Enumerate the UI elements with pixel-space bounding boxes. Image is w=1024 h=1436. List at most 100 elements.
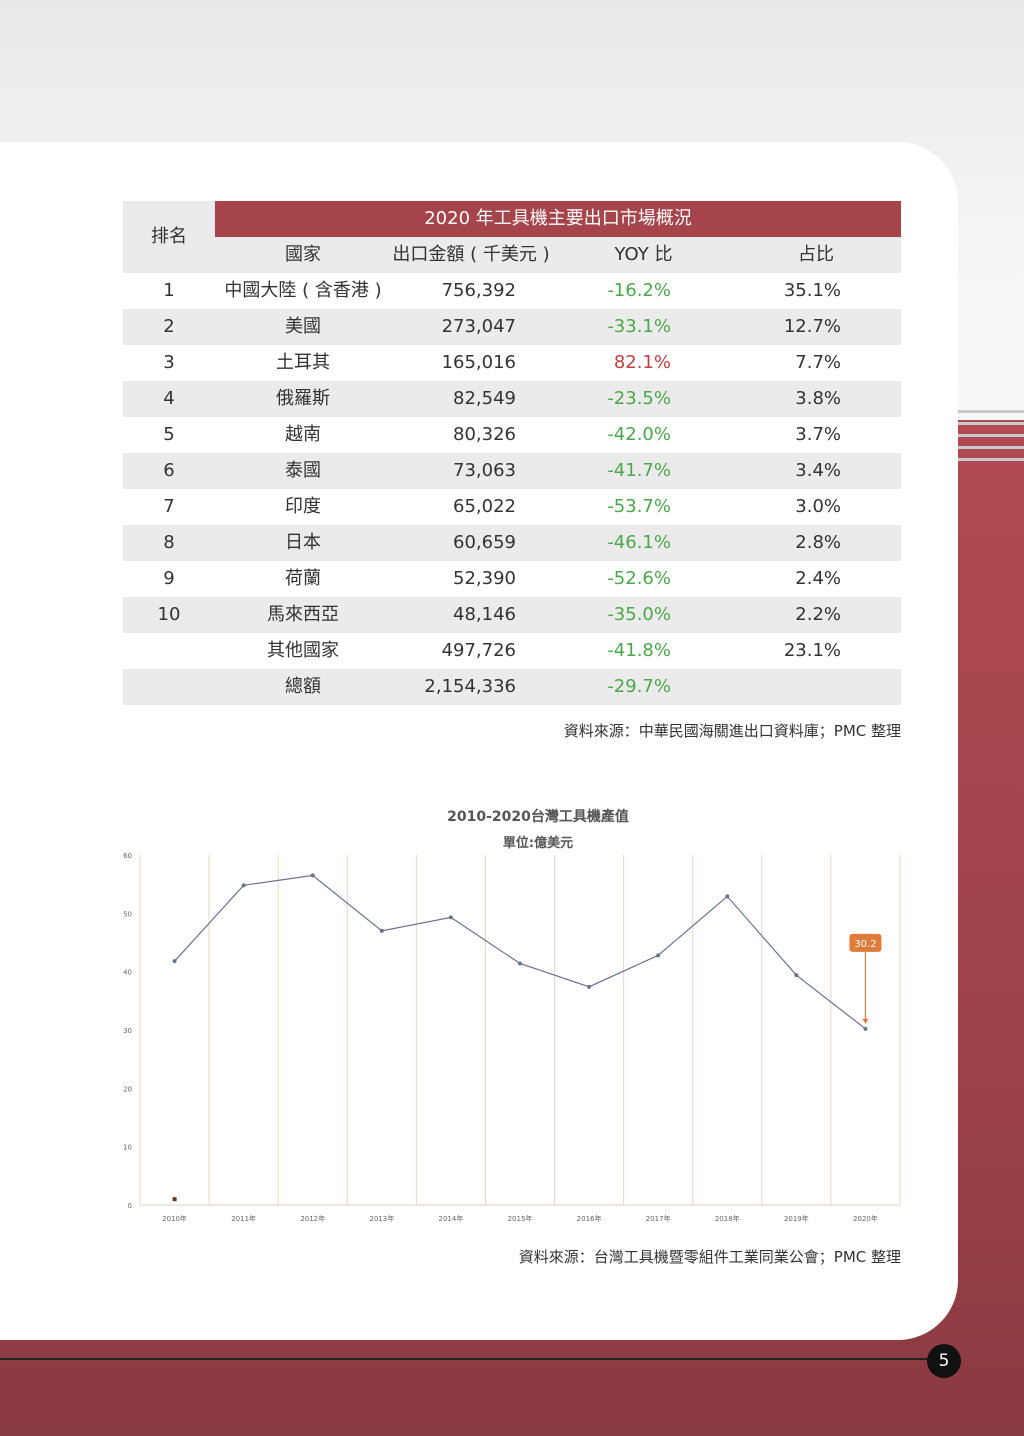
table-row: 10 馬來西亞 48,146 -35.0% 2.2% (123, 597, 901, 633)
cell-amount: 48,146 (453, 604, 516, 625)
chart-subtitle: 單位:億美元 (502, 836, 574, 851)
cell-amount: 52,390 (453, 568, 516, 589)
data-point (518, 961, 522, 966)
data-point (656, 953, 661, 958)
cell-yoy: -23.5% (607, 388, 671, 409)
table-row: 2 美國 273,047 -33.1% 12.7% (123, 309, 901, 345)
data-point (379, 928, 384, 933)
cell-rank (123, 669, 215, 705)
header-rank: 排名 (151, 226, 187, 247)
x-tick-label: 2017年 (646, 1214, 671, 1223)
data-point (241, 883, 246, 888)
chart-title: 2010-2020台灣工具機產值 (447, 809, 629, 825)
x-tick-label: 2010年 (162, 1214, 187, 1223)
table-row: 6 泰國 73,063 -41.7% 3.4% (123, 453, 901, 489)
cell-country: 越南 (285, 424, 321, 445)
cell-rank: 6 (163, 460, 175, 481)
chart-source: 資料來源：台灣工具機暨零組件工業同業公會；PMC 整理 (518, 1248, 901, 1266)
cell-yoy: 82.1% (613, 352, 671, 373)
cell-amount: 497,726 (441, 640, 516, 661)
data-point (794, 973, 799, 978)
cell-rank: 9 (163, 568, 175, 589)
cell-rank: 2 (163, 316, 175, 337)
cell-amount: 60,659 (453, 532, 516, 553)
cell-share: 7.7% (795, 352, 841, 373)
cell-rank: 7 (163, 496, 175, 517)
cell-country: 馬來西亞 (267, 604, 339, 625)
table-row: 9 荷蘭 52,390 -52.6% 2.4% (123, 561, 901, 597)
y-tick-label: 10 (123, 1144, 132, 1152)
x-tick-label: 2020年 (853, 1214, 878, 1223)
cell-country: 荷蘭 (285, 568, 321, 589)
callout-box (849, 933, 882, 952)
cell-share (671, 669, 841, 705)
data-point (587, 984, 592, 989)
x-tick-label: 2013年 (369, 1214, 394, 1223)
x-tick-label: 2014年 (438, 1214, 463, 1223)
x-tick-label: 2012年 (300, 1214, 325, 1223)
cell-amount: 80,326 (453, 424, 516, 445)
cell-country: 其他國家 (267, 640, 339, 661)
cell-rank: 1 (163, 280, 175, 301)
cell-amount: 73,063 (453, 460, 516, 481)
table-row: 其他國家 497,726 -41.8% 23.1% (123, 633, 901, 669)
cell-share: 3.8% (795, 388, 841, 409)
cell-rank: 8 (163, 532, 175, 553)
cell-country: 土耳其 (276, 352, 330, 373)
data-point (172, 959, 177, 964)
cell-share: 2.2% (795, 604, 841, 625)
cell-amount: 2,154,336 (424, 676, 516, 697)
cell-amount: 756,392 (441, 280, 516, 301)
cell-amount: 165,016 (441, 352, 516, 373)
table-source: 資料來源：中華民國海關進出口資料庫；PMC 整理 (563, 722, 901, 740)
table-row: 1 中國大陸 ( 含香港 ) 756,392 -16.2% 35.1% (123, 273, 901, 309)
cell-share: 23.1% (783, 640, 841, 661)
table-row: 8 日本 60,659 -46.1% 2.8% (123, 525, 901, 561)
cell-yoy: -46.1% (607, 532, 671, 553)
table-body: 1 中國大陸 ( 含香港 ) 756,392 -16.2% 35.1% 2 美國 273,04… (123, 273, 901, 705)
cell-country: 日本 (285, 532, 321, 553)
cell-share: 2.4% (795, 568, 841, 589)
cell-yoy: -16.2% (607, 280, 671, 301)
production-line-chart: 0 10 20 30 40 50 60 2010年 2011年 2012年 2013年 2014年 20… (123, 852, 901, 1223)
data-point (310, 873, 315, 878)
cell-rank: 5 (163, 424, 175, 445)
x-tick-label: 2016年 (577, 1214, 602, 1223)
cell-yoy: -52.6% (607, 568, 671, 589)
cell-country: 印度 (285, 496, 321, 517)
cell-share: 2.8% (795, 532, 841, 553)
callout-label: 30.2 (854, 939, 876, 950)
cell-share: 3.4% (795, 460, 841, 481)
y-tick-label: 60 (123, 852, 132, 860)
x-tick-label: 2019年 (784, 1214, 809, 1223)
callout-arrow-head (862, 1018, 869, 1024)
cell-share: 12.7% (783, 316, 841, 337)
y-tick-label: 40 (123, 969, 132, 977)
y-tick-label: 30 (123, 1027, 132, 1035)
table-row: 7 印度 65,022 -53.7% 3.0% (123, 489, 901, 525)
cell-rank (123, 633, 215, 669)
table-row: 5 越南 80,326 -42.0% 3.7% (123, 417, 901, 453)
header-amount: 出口金額 ( 千美元 ) (392, 244, 550, 265)
cell-rank: 4 (163, 388, 175, 409)
cell-country: 中國大陸 ( 含香港 ) (224, 280, 382, 301)
y-tick-label: 0 (128, 1202, 132, 1210)
y-tick-label: 20 (123, 1085, 132, 1093)
cell-yoy: -41.8% (607, 640, 671, 661)
x-tick-label: 2015年 (508, 1214, 533, 1223)
header-yoy: YOY 比 (614, 244, 673, 265)
data-point (863, 1026, 868, 1031)
x-tick-label: 2018年 (715, 1214, 740, 1223)
footer-divider (0, 1358, 930, 1360)
cell-amount: 65,022 (453, 496, 516, 517)
decorative-stripes (958, 410, 1024, 470)
page-number: 5 (927, 1344, 961, 1378)
cell-country: 總額 (285, 676, 321, 697)
cell-yoy: -41.7% (607, 460, 671, 481)
table-row: 4 俄羅斯 82,549 -23.5% 3.8% (123, 381, 901, 417)
y-tick-label: 50 (123, 910, 132, 918)
cell-yoy: -42.0% (607, 424, 671, 445)
table-row: 3 土耳其 165,016 82.1% 7.7% (123, 345, 901, 381)
cell-share: 3.7% (795, 424, 841, 445)
cell-share: 35.1% (783, 280, 841, 301)
